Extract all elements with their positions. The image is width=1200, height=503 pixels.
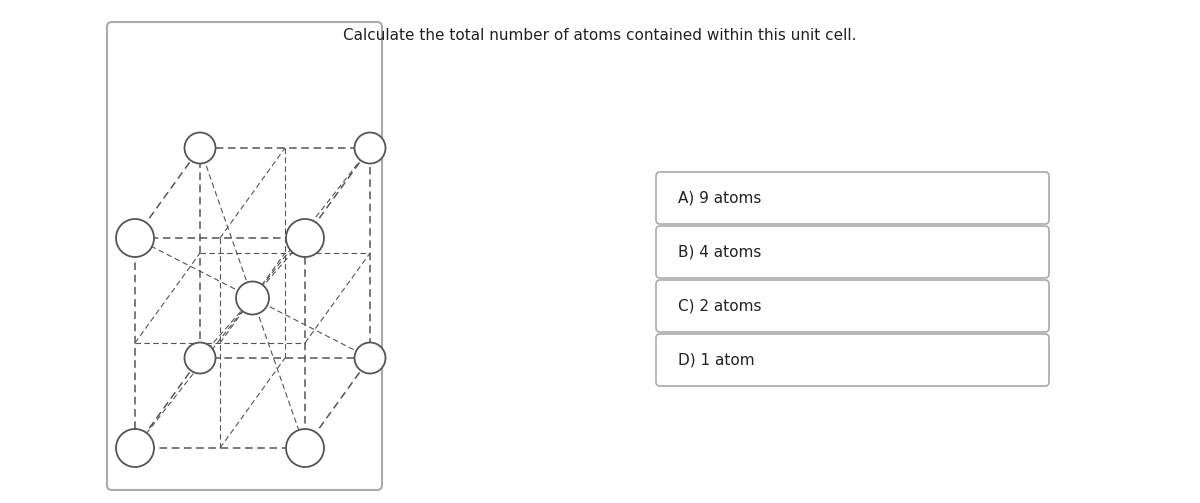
Circle shape	[116, 219, 154, 257]
Text: Calculate the total number of atoms contained within this unit cell.: Calculate the total number of atoms cont…	[343, 28, 857, 43]
Text: D) 1 atom: D) 1 atom	[678, 353, 755, 368]
Text: C) 2 atoms: C) 2 atoms	[678, 298, 762, 313]
Text: A) 9 atoms: A) 9 atoms	[678, 191, 761, 206]
Circle shape	[185, 343, 216, 374]
Circle shape	[354, 343, 385, 374]
Circle shape	[286, 429, 324, 467]
FancyBboxPatch shape	[107, 22, 382, 490]
Circle shape	[354, 132, 385, 163]
Circle shape	[185, 132, 216, 163]
Circle shape	[286, 219, 324, 257]
FancyBboxPatch shape	[656, 226, 1049, 278]
Circle shape	[116, 429, 154, 467]
FancyBboxPatch shape	[656, 172, 1049, 224]
FancyBboxPatch shape	[656, 280, 1049, 332]
Circle shape	[236, 282, 269, 314]
Text: B) 4 atoms: B) 4 atoms	[678, 244, 761, 260]
FancyBboxPatch shape	[656, 334, 1049, 386]
